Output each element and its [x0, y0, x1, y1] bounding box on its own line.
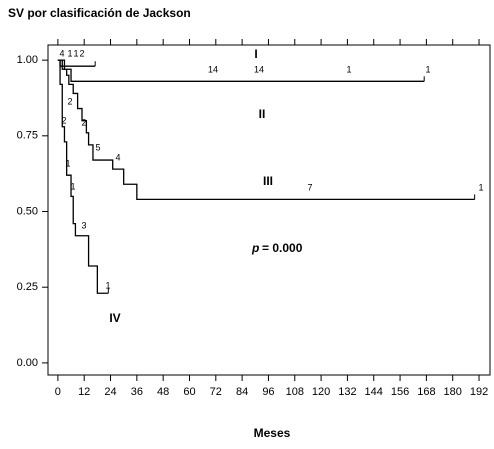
x-tick-label: 132 [338, 386, 356, 398]
at-risk-label: 1 [346, 64, 351, 74]
x-tick-label: 120 [312, 386, 330, 398]
at-risk-label: 1 [67, 48, 72, 58]
at-risk-label: 14 [208, 64, 218, 74]
x-tick-label: 96 [262, 386, 274, 398]
x-tick-label: 180 [444, 386, 462, 398]
at-risk-label: 14 [254, 64, 264, 74]
y-tick-label: 0.25 [17, 281, 38, 293]
x-tick-label: 192 [470, 386, 488, 398]
at-risk-label: 1 [70, 181, 75, 191]
x-tick-label: 144 [365, 386, 383, 398]
at-risk-label: 2 [61, 115, 66, 125]
x-tick-label: 24 [104, 386, 116, 398]
x-tick-label: 72 [210, 386, 222, 398]
y-tick-label: 1.00 [17, 54, 38, 66]
at-risk-label: 1 [425, 64, 430, 74]
at-risk-label: 1 [105, 280, 110, 290]
series-label: IV [109, 311, 120, 325]
survival-curve [57, 59, 96, 67]
y-tick-label: 0.00 [17, 357, 38, 369]
at-risk-label: 2 [79, 48, 84, 58]
x-tick-label: 36 [131, 386, 143, 398]
at-risk-label: 2 [67, 96, 72, 106]
x-tick-label: 60 [183, 386, 195, 398]
at-risk-label: 7 [307, 182, 312, 192]
x-tick-label: 48 [157, 386, 169, 398]
at-risk-label: 5 [95, 142, 100, 152]
annotation-symbol: p [251, 241, 259, 255]
x-tick-label: 12 [78, 386, 90, 398]
x-tick-label: 108 [286, 386, 304, 398]
y-tick-label: 0.50 [17, 205, 38, 217]
x-tick-label: 84 [236, 386, 248, 398]
series-label: I [254, 47, 257, 61]
chart-title: SV por clasificación de Jackson [8, 6, 191, 20]
survival-curve [57, 59, 475, 201]
at-risk-label: 1 [65, 158, 70, 168]
at-risk-label: 1 [73, 48, 78, 58]
at-risk-label: 1 [478, 182, 483, 192]
series-label: III [263, 174, 273, 188]
at-risk-label: 3 [81, 220, 86, 230]
plot-frame [47, 44, 491, 376]
x-axis-title: Meses [254, 426, 291, 440]
at-risk-label: 2 [81, 117, 86, 127]
x-tick-label: 156 [391, 386, 409, 398]
at-risk-label: 4 [59, 48, 64, 58]
series-label: II [259, 107, 266, 121]
y-tick-label: 0.75 [17, 130, 38, 142]
annotation: = 0.000 [262, 241, 303, 255]
x-tick-label: 168 [417, 386, 435, 398]
at-risk-label: 4 [115, 152, 120, 162]
x-tick-label: 0 [55, 386, 61, 398]
survival-curve [57, 59, 425, 82]
survival-curve [57, 59, 109, 294]
